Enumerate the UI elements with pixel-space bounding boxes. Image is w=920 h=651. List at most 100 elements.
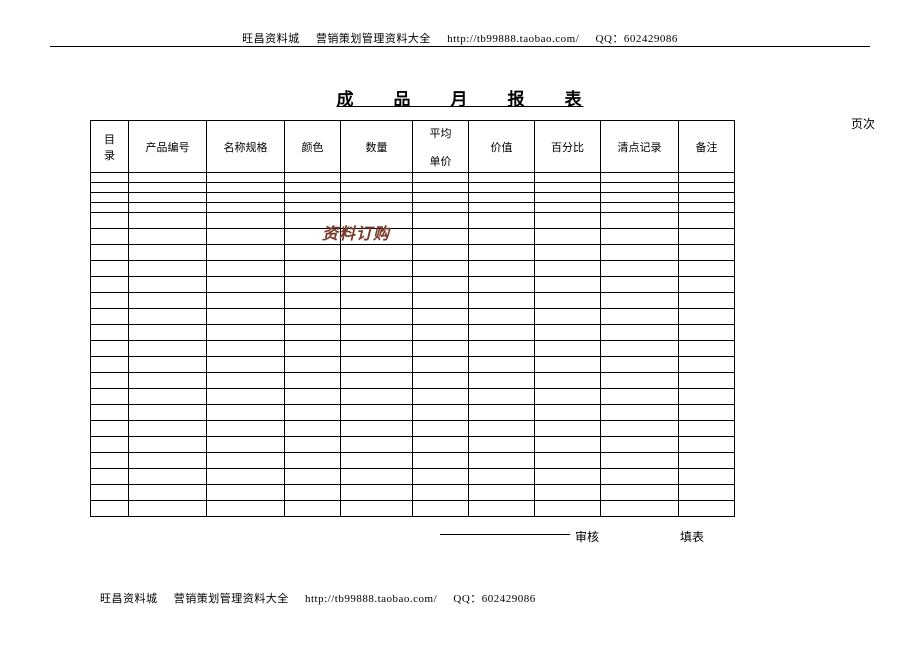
table-cell	[679, 261, 735, 277]
table-cell	[469, 203, 535, 213]
table-cell	[679, 213, 735, 229]
table-cell	[535, 325, 601, 341]
table-cell	[285, 485, 341, 501]
table-cell	[535, 405, 601, 421]
table-cell	[679, 437, 735, 453]
table-cell	[91, 245, 129, 261]
table-cell	[601, 437, 679, 453]
table-cell	[129, 373, 207, 389]
table-cell	[679, 309, 735, 325]
table-cell	[207, 373, 285, 389]
table-cell	[129, 437, 207, 453]
col-header-7: 百分比	[535, 121, 601, 173]
table-cell	[469, 405, 535, 421]
table-cell	[601, 277, 679, 293]
table-cell	[601, 469, 679, 485]
table-cell	[129, 229, 207, 245]
table-cell	[413, 341, 469, 357]
table-cell	[469, 373, 535, 389]
table-cell	[535, 453, 601, 469]
table-cell	[679, 501, 735, 517]
table-cell	[413, 183, 469, 193]
table-cell	[601, 261, 679, 277]
table-cell	[601, 389, 679, 405]
table-cell	[341, 277, 413, 293]
table-cell	[91, 469, 129, 485]
table-cell	[535, 229, 601, 245]
table-cell	[535, 293, 601, 309]
header-site: 旺昌资料城	[242, 33, 300, 45]
table-cell	[129, 501, 207, 517]
table-cell	[469, 293, 535, 309]
table-cell	[285, 389, 341, 405]
table-cell	[679, 373, 735, 389]
table-cell	[207, 357, 285, 373]
table-cell	[207, 325, 285, 341]
table-cell	[341, 309, 413, 325]
table-cell	[413, 373, 469, 389]
table-cell	[469, 485, 535, 501]
table-cell	[601, 405, 679, 421]
table-cell	[129, 213, 207, 229]
table-cell	[207, 229, 285, 245]
table-cell	[341, 485, 413, 501]
col-header-3: 颜色	[285, 121, 341, 173]
table-cell	[91, 421, 129, 437]
table-cell	[207, 277, 285, 293]
table-cell	[679, 405, 735, 421]
table-cell	[91, 485, 129, 501]
table-cell	[207, 183, 285, 193]
table-cell	[601, 245, 679, 261]
col-header-5: 平均单价	[413, 121, 469, 173]
table-cell	[91, 183, 129, 193]
col-header-8: 清点记录	[601, 121, 679, 173]
table-cell	[207, 501, 285, 517]
table-cell	[535, 213, 601, 229]
table-cell	[413, 501, 469, 517]
page-header: 旺昌资料城 营销策划管理资料大全 http://tb99888.taobao.c…	[0, 30, 920, 46]
table-cell	[129, 293, 207, 309]
table-cell	[679, 277, 735, 293]
table-cell	[601, 501, 679, 517]
table-cell	[413, 437, 469, 453]
table-cell	[469, 245, 535, 261]
table-cell	[285, 501, 341, 517]
table-cell	[341, 213, 413, 229]
table-cell	[679, 245, 735, 261]
table-cell	[413, 389, 469, 405]
table-cell	[341, 203, 413, 213]
table-cell	[679, 193, 735, 203]
table-cell	[129, 469, 207, 485]
table-cell	[601, 421, 679, 437]
report-table: 目录产品编号名称规格颜色数量平均单价价值百分比清点记录备注	[90, 120, 735, 517]
table-cell	[129, 277, 207, 293]
table-cell	[129, 341, 207, 357]
table-cell	[285, 341, 341, 357]
col-header-9: 备注	[679, 121, 735, 173]
table-cell	[207, 309, 285, 325]
table-cell	[535, 309, 601, 325]
table-cell	[129, 183, 207, 193]
signature-filled-label: 填表	[680, 528, 704, 545]
table-cell	[129, 357, 207, 373]
table-cell	[91, 325, 129, 341]
table-cell	[535, 389, 601, 405]
header-rule	[50, 46, 870, 47]
table-cell	[413, 193, 469, 203]
table-cell	[341, 501, 413, 517]
page-number-label: 页次	[851, 115, 875, 132]
table-cell	[91, 437, 129, 453]
table-cell	[469, 325, 535, 341]
table-cell	[285, 309, 341, 325]
report-table-wrap: 目录产品编号名称规格颜色数量平均单价价值百分比清点记录备注	[90, 120, 735, 517]
table-cell	[601, 229, 679, 245]
table-cell	[285, 193, 341, 203]
table-cell	[91, 213, 129, 229]
table-cell	[207, 405, 285, 421]
table-cell	[535, 437, 601, 453]
table-cell	[207, 485, 285, 501]
table-cell	[91, 277, 129, 293]
table-cell	[285, 213, 341, 229]
table-cell	[679, 293, 735, 309]
table-cell	[285, 277, 341, 293]
